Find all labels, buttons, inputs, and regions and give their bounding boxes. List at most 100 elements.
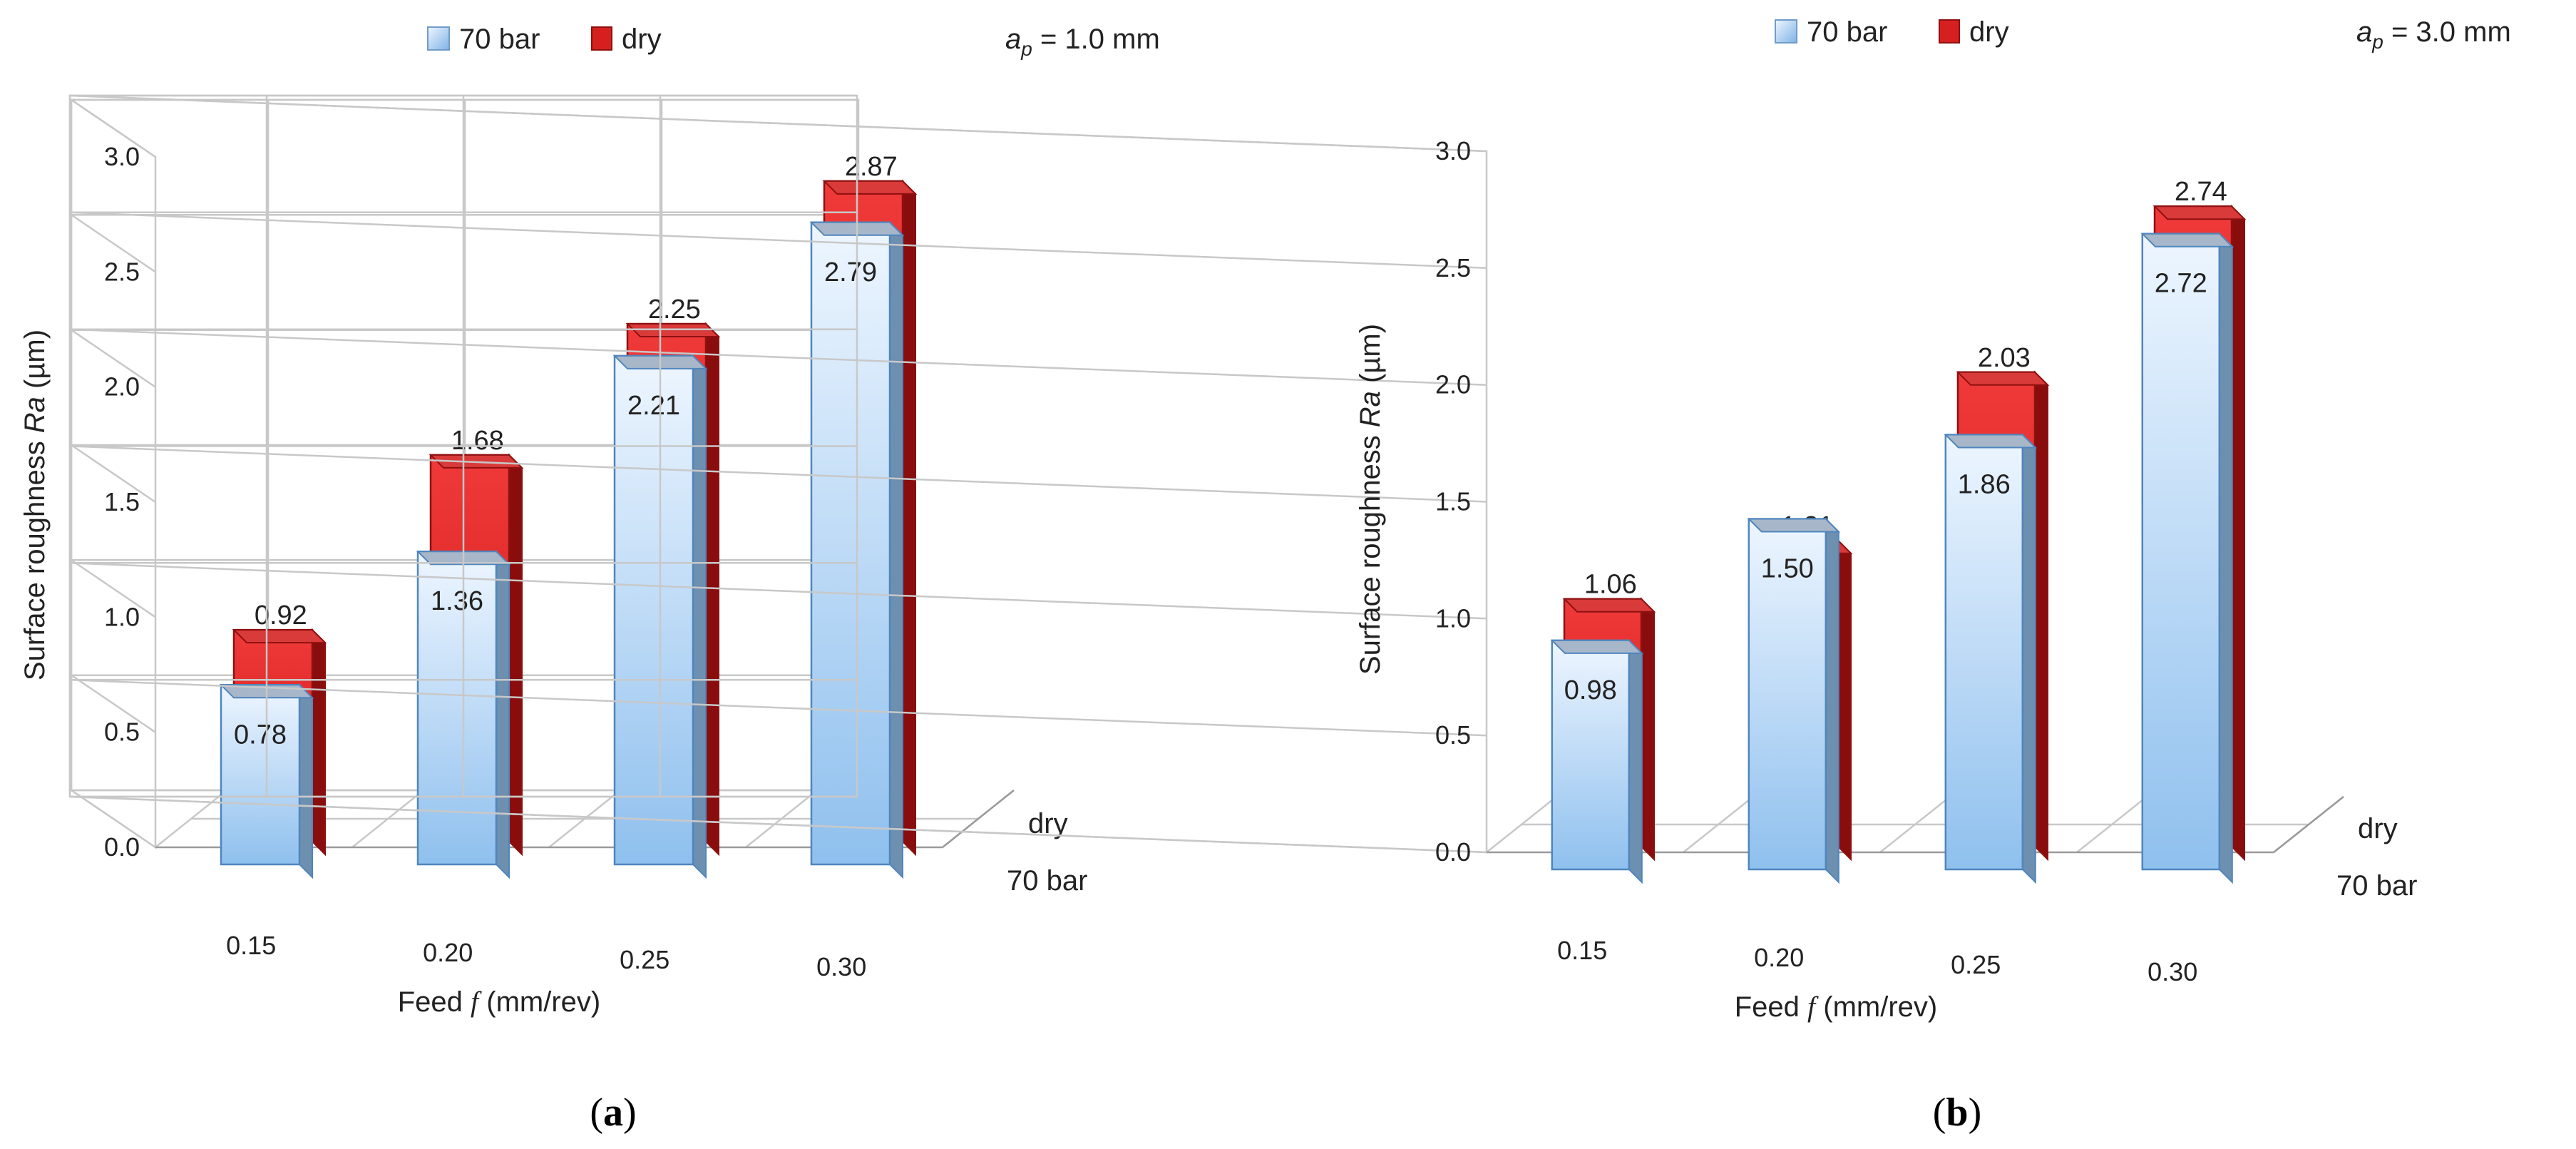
bar-70bar-side bbox=[889, 220, 903, 879]
y-axis-title: Surface roughness Ra (µm) bbox=[1355, 324, 1386, 675]
data-label-70bar: 0.78 bbox=[234, 720, 287, 750]
y-tick-label: 2.0 bbox=[104, 372, 140, 402]
data-label-70bar: 2.21 bbox=[627, 391, 680, 421]
x-tick-label: 0.15 bbox=[1557, 936, 1607, 965]
bar-dry-top bbox=[232, 629, 327, 644]
bar-dry-side bbox=[1837, 538, 1852, 862]
data-label-dry: 2.87 bbox=[845, 152, 898, 182]
bar-dry-side bbox=[2231, 204, 2245, 862]
bar-70bar bbox=[613, 354, 694, 866]
data-label-dry: 0.92 bbox=[255, 601, 307, 630]
y-tick-label: 1.0 bbox=[1435, 603, 1471, 633]
legend: 70 bar dry bbox=[427, 24, 662, 55]
data-label-dry: 2.25 bbox=[648, 295, 701, 325]
y-tick-label: 0.0 bbox=[104, 832, 140, 862]
y-tick-label: 1.5 bbox=[1435, 487, 1471, 516]
data-label-70bar: 1.36 bbox=[431, 586, 483, 616]
legend-label-70bar: 70 bar bbox=[1807, 16, 1887, 48]
bar-dry-top bbox=[1562, 598, 1656, 613]
bar-70bar-side bbox=[692, 354, 707, 879]
data-label-70bar: 1.50 bbox=[1761, 554, 1814, 584]
y-axis-title: Surface roughness Ra (µm) bbox=[19, 330, 51, 680]
gridline-y bbox=[68, 444, 858, 504]
y-tick-label: 2.5 bbox=[1435, 253, 1471, 282]
bar-70bar bbox=[220, 684, 301, 866]
depth-label-dry: dry bbox=[2358, 813, 2398, 844]
x-tick-label: 0.30 bbox=[816, 952, 866, 981]
y-tick-label: 3.0 bbox=[1435, 136, 1471, 165]
data-label-dry: 1.68 bbox=[451, 426, 504, 456]
x-axis-title: Feed f (mm/rev) bbox=[398, 986, 601, 1018]
x-tick-label: 0.25 bbox=[620, 945, 669, 974]
gridline-y bbox=[68, 214, 858, 273]
annotation-depth-of-cut: ap = 3.0 mm bbox=[2356, 16, 2511, 53]
gridline-y bbox=[69, 445, 1487, 503]
bar-70bar-side bbox=[2021, 433, 2036, 884]
depth-label-70bar: 70 bar bbox=[1007, 865, 1087, 897]
x-tick-label: 0.20 bbox=[1754, 943, 1804, 972]
gridline-y bbox=[68, 98, 858, 158]
gridline-y bbox=[69, 94, 1487, 153]
bar-70bar-top bbox=[1550, 639, 1644, 654]
data-label-dry: 1.06 bbox=[1584, 570, 1637, 600]
bar-70bar-top bbox=[1747, 518, 1841, 533]
bar-70bar-side bbox=[2218, 232, 2233, 884]
y-tick-label: 2.5 bbox=[104, 257, 140, 286]
x-axis-title: Feed f (mm/rev) bbox=[1735, 991, 1938, 1023]
y-tick-label: 1.5 bbox=[104, 487, 140, 516]
annotation-depth-of-cut: ap = 1.0 mm bbox=[1005, 24, 1160, 60]
gridline-y bbox=[69, 328, 1487, 386]
chart-b: 0.00.51.01.52.02.53.01.061.312.032.740.9… bbox=[68, 16, 2511, 1135]
bar-70bar-side bbox=[1628, 638, 1643, 884]
bar-70bar-top bbox=[1944, 434, 2038, 449]
bar-dry-side bbox=[312, 628, 326, 857]
bar-70bar bbox=[1944, 434, 2024, 871]
x-tick-label: 0.25 bbox=[1951, 950, 2001, 979]
legend-swatch-70bar bbox=[1775, 19, 1797, 44]
depth-axis-line bbox=[942, 790, 1015, 848]
chart-a: 0.0 0.5 1.0 1.5 2.0 2.5 3.0 0.92 1.68 2.25 2.87 0.7… bbox=[19, 24, 1160, 1135]
gridline-y bbox=[68, 674, 858, 733]
x-tick-label: 0.15 bbox=[226, 931, 276, 960]
data-label-70bar: 2.72 bbox=[2155, 269, 2207, 299]
subfigure-caption: (a) bbox=[590, 1091, 636, 1135]
bar-70bar-side bbox=[299, 683, 313, 879]
gridline-y bbox=[69, 211, 1487, 270]
bar-70bar-top bbox=[2140, 233, 2234, 247]
depth-label-70bar: 70 bar bbox=[2336, 870, 2417, 902]
depth-axis-line bbox=[2273, 796, 2344, 853]
bar-dry-top bbox=[2152, 205, 2247, 220]
data-label-70bar: 0.98 bbox=[1564, 675, 1617, 705]
legend-swatch-dry bbox=[591, 26, 612, 51]
data-label-dry: 2.74 bbox=[2175, 177, 2227, 207]
y-tick-label: 0.0 bbox=[1435, 837, 1471, 867]
bar-dry-side bbox=[1641, 597, 1655, 862]
x-tick-label: 0.30 bbox=[2147, 957, 2197, 986]
bar-dry-top bbox=[1956, 371, 2050, 386]
gridline-y bbox=[68, 559, 858, 618]
data-label-70bar: 1.86 bbox=[1958, 470, 2011, 500]
subfigure-caption: (b) bbox=[1933, 1091, 1981, 1135]
bar-dry-top bbox=[822, 180, 918, 195]
legend-label-dry: dry bbox=[1969, 16, 2009, 48]
y-tick-label: 0.5 bbox=[104, 718, 140, 747]
bar-dry-side bbox=[508, 453, 523, 857]
bar-70bar-side bbox=[1825, 517, 1839, 884]
bar-70bar bbox=[810, 221, 891, 866]
legend-label-70bar: 70 bar bbox=[459, 24, 540, 55]
y-tick-label: 3.0 bbox=[104, 142, 140, 171]
gridline-y bbox=[69, 678, 1487, 737]
bar-dry-top bbox=[625, 323, 721, 337]
y-tick-label: 0.5 bbox=[1435, 720, 1471, 750]
legend-swatch-dry bbox=[1939, 19, 1960, 44]
bar-70bar-side bbox=[496, 549, 510, 879]
legend-swatch-70bar bbox=[427, 26, 450, 51]
x-tick-label: 0.20 bbox=[423, 938, 473, 967]
gridline-y bbox=[68, 789, 858, 849]
bar-70bar bbox=[2141, 233, 2221, 871]
data-label-70bar: 2.79 bbox=[824, 257, 877, 287]
y-tick-label: 2.0 bbox=[1435, 370, 1471, 399]
gridline-y bbox=[69, 562, 1487, 620]
y-tick-label: 1.0 bbox=[104, 602, 140, 631]
